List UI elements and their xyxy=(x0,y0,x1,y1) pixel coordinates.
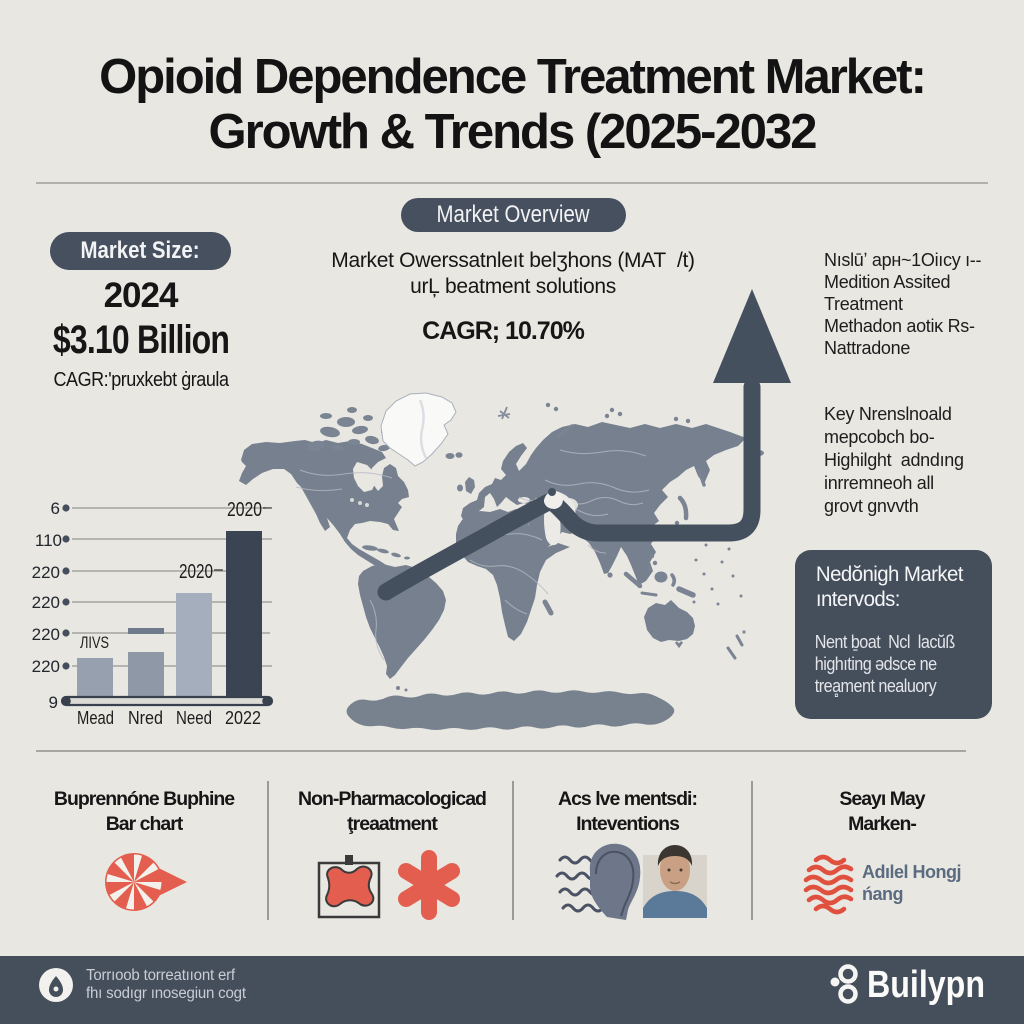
svg-text:6: 6 xyxy=(51,499,60,518)
svg-text:2022: 2022 xyxy=(225,707,261,728)
svg-text:220: 220 xyxy=(32,593,60,612)
svg-text:Need: Need xyxy=(176,707,212,728)
svg-text:–: – xyxy=(214,561,223,578)
svg-text:220: 220 xyxy=(32,563,60,582)
svg-text:ЛIVS: ЛIVS xyxy=(80,634,109,652)
svg-text:2020: 2020 xyxy=(227,499,262,521)
svg-text:110: 110 xyxy=(35,531,62,550)
svg-text:220: 220 xyxy=(32,657,60,676)
svg-text:2020: 2020 xyxy=(179,561,213,583)
svg-text:Adılel Hongj: Adılel Hongj xyxy=(862,862,961,882)
svg-text:ńang: ńang xyxy=(862,884,903,904)
svg-text:–: – xyxy=(263,499,272,516)
svg-text:Mead: Mead xyxy=(77,707,114,728)
svg-text:Builypn: Builypn xyxy=(867,964,985,1006)
svg-text:9: 9 xyxy=(49,693,58,712)
svg-text:Nred: Nred xyxy=(128,707,163,728)
svg-text:220: 220 xyxy=(32,625,60,644)
